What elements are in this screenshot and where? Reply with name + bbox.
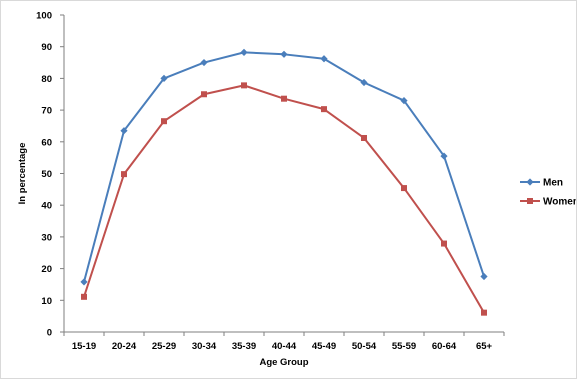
y-tick-label: 10 (41, 296, 52, 307)
legend-label: Men (543, 178, 563, 189)
x-tick-label: 55-59 (392, 341, 416, 352)
data-point (361, 134, 367, 141)
data-point (160, 74, 168, 82)
y-tick-label: 80 (41, 74, 52, 85)
x-tick-label: 25-29 (152, 341, 176, 352)
data-point (481, 309, 487, 316)
axes (63, 15, 504, 333)
x-tick-label: 15-19 (72, 341, 96, 352)
data-point (81, 293, 87, 300)
data-point (320, 55, 328, 63)
y-tick-label: 90 (41, 42, 52, 53)
x-tick-label: 40-44 (272, 341, 297, 352)
data-point (441, 240, 447, 247)
legend-item-men: Men (520, 178, 563, 189)
x-tick-label: 60-64 (432, 341, 457, 352)
x-tick-label: 50-54 (352, 341, 377, 352)
y-axis-title: In percentage (17, 143, 28, 205)
legend: Men Women (520, 178, 577, 208)
x-tick-label: 65+ (476, 341, 493, 352)
series-women (81, 82, 487, 316)
x-axis-ticks: 15-19 20-24 25-29 30-34 35-39 40-44 45-49 50-54… (63, 332, 505, 352)
y-tick-label: 0 (47, 328, 52, 339)
data-point (80, 278, 88, 286)
series-layer (80, 48, 488, 316)
legend-label: Women (543, 197, 576, 208)
data-point (480, 272, 488, 281)
y-tick-label: 40 (41, 201, 52, 212)
legend-item-women: Women (520, 197, 577, 208)
series-line-men (83, 51, 485, 283)
series-line-women (83, 84, 485, 314)
data-point (321, 106, 327, 113)
x-tick-label: 20-24 (112, 341, 137, 352)
y-tick-label: 70 (41, 106, 52, 117)
data-point (121, 171, 127, 178)
data-point (401, 185, 407, 192)
data-point (200, 58, 208, 67)
data-point (360, 78, 368, 87)
series-men (80, 48, 488, 286)
y-tick-label: 20 (41, 264, 52, 275)
y-axis-ticks: 0 10 20 30 40 50 60 70 80 90 100 (36, 11, 64, 339)
data-point (280, 50, 288, 58)
data-point (240, 48, 248, 57)
data-point (161, 118, 167, 125)
legend-marker (527, 198, 533, 204)
x-tick-label: 30-34 (192, 341, 217, 352)
y-tick-label: 60 (41, 137, 52, 148)
data-point (281, 95, 287, 102)
y-tick-label: 30 (41, 232, 52, 243)
data-point (241, 82, 247, 89)
x-axis-title: Age Group (259, 357, 308, 368)
data-point (201, 91, 207, 98)
data-point (120, 127, 128, 135)
y-tick-label: 100 (36, 11, 52, 22)
x-tick-label: 45-49 (312, 341, 336, 352)
data-point (440, 152, 448, 160)
y-tick-label: 50 (41, 169, 52, 180)
legend-marker (526, 178, 534, 186)
x-tick-label: 35-39 (232, 341, 256, 352)
data-point (400, 96, 408, 105)
